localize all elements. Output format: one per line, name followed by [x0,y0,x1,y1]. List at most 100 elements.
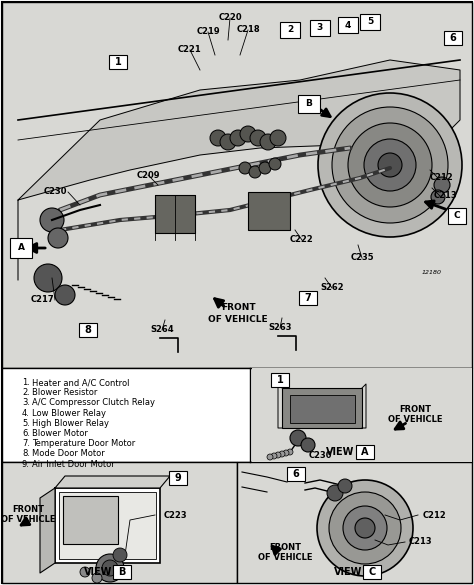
Bar [63,496,118,544]
Bar [271,373,289,387]
Text: C213: C213 [433,191,457,201]
Circle shape [40,208,64,232]
Circle shape [259,162,271,174]
Text: 6: 6 [292,469,300,479]
Text: Heater and A/C Control: Heater and A/C Control [32,378,129,387]
Text: 6.: 6. [22,429,30,438]
Circle shape [332,107,448,223]
Text: C220: C220 [218,13,242,22]
Text: C: C [368,567,375,577]
Bar [444,31,462,45]
Text: Blower Resistor: Blower Resistor [32,388,97,397]
Text: 1.: 1. [22,378,30,387]
Circle shape [102,560,118,576]
Text: C230: C230 [43,188,67,197]
Circle shape [96,554,124,582]
Text: C209: C209 [136,170,160,180]
Text: 5: 5 [367,18,373,26]
Text: 4.: 4. [22,408,30,418]
Text: OF VEHICLE: OF VEHICLE [208,315,268,325]
Circle shape [271,453,277,459]
Text: Mode Door Motor: Mode Door Motor [32,449,105,459]
Circle shape [343,506,387,550]
Text: A: A [18,243,25,253]
Circle shape [378,153,402,177]
Text: OF VEHICLE: OF VEHICLE [1,515,55,525]
Text: VIEW: VIEW [326,447,354,457]
Text: VIEW: VIEW [84,567,112,577]
Bar [356,445,374,459]
Circle shape [283,450,289,456]
Text: 3: 3 [317,23,323,33]
Text: 6: 6 [450,33,456,43]
Bar [360,14,380,30]
Bar [310,20,330,36]
Circle shape [275,452,281,458]
Text: FRONT: FRONT [221,304,255,312]
Circle shape [279,451,285,457]
Text: C223: C223 [163,511,187,519]
Text: 9.: 9. [22,460,30,469]
Bar [363,565,381,579]
Circle shape [434,177,450,193]
Text: B: B [118,567,126,577]
Bar [55,488,160,563]
Text: S263: S263 [268,324,292,332]
Text: High Blower Relay: High Blower Relay [32,419,109,428]
Text: C221: C221 [178,46,202,54]
Circle shape [318,93,462,237]
Text: S264: S264 [150,325,174,335]
Polygon shape [55,476,170,488]
Circle shape [34,264,62,292]
Text: C218: C218 [236,26,260,35]
Circle shape [55,285,75,305]
Circle shape [270,130,286,146]
Text: C235: C235 [350,253,374,263]
Text: Low Blower Relay: Low Blower Relay [32,408,106,418]
Bar [109,55,127,69]
Bar [59,492,156,559]
Bar [2,2,472,368]
Text: S262: S262 [320,284,344,292]
Bar [169,471,187,485]
Polygon shape [18,60,460,280]
Text: 8.: 8. [22,449,30,459]
Text: 5.: 5. [22,419,30,428]
Polygon shape [40,488,55,573]
Circle shape [317,480,413,576]
Text: C: C [454,212,460,221]
Text: 12180: 12180 [422,270,442,274]
Circle shape [364,139,416,191]
Circle shape [267,454,273,460]
Bar [287,467,305,481]
Bar [290,395,355,423]
Bar [299,291,317,305]
Circle shape [348,123,432,207]
Circle shape [329,492,401,564]
Bar [10,238,32,258]
Bar [237,462,472,583]
Text: 9: 9 [174,473,182,483]
Circle shape [269,158,281,170]
Circle shape [113,548,127,562]
Text: C222: C222 [290,236,314,245]
Text: 3.: 3. [22,398,30,407]
Text: C219: C219 [196,27,220,36]
Text: Temperature Door Motor: Temperature Door Motor [32,439,135,448]
Circle shape [301,438,315,452]
Text: Blower Motor: Blower Motor [32,429,88,438]
Bar [113,565,131,579]
Bar [298,95,320,113]
Bar [2,462,237,583]
Bar [338,17,358,33]
Text: FRONT: FRONT [12,505,44,514]
Bar [282,388,362,428]
Text: A/C Compressor Clutch Relay: A/C Compressor Clutch Relay [32,398,155,407]
Circle shape [260,134,276,150]
Circle shape [327,485,343,501]
Circle shape [239,162,251,174]
Text: OF VEHICLE: OF VEHICLE [258,553,312,563]
Text: FRONT: FRONT [399,405,431,415]
Text: Air Inlet Door Motor: Air Inlet Door Motor [32,460,115,469]
Text: 2: 2 [287,26,293,35]
